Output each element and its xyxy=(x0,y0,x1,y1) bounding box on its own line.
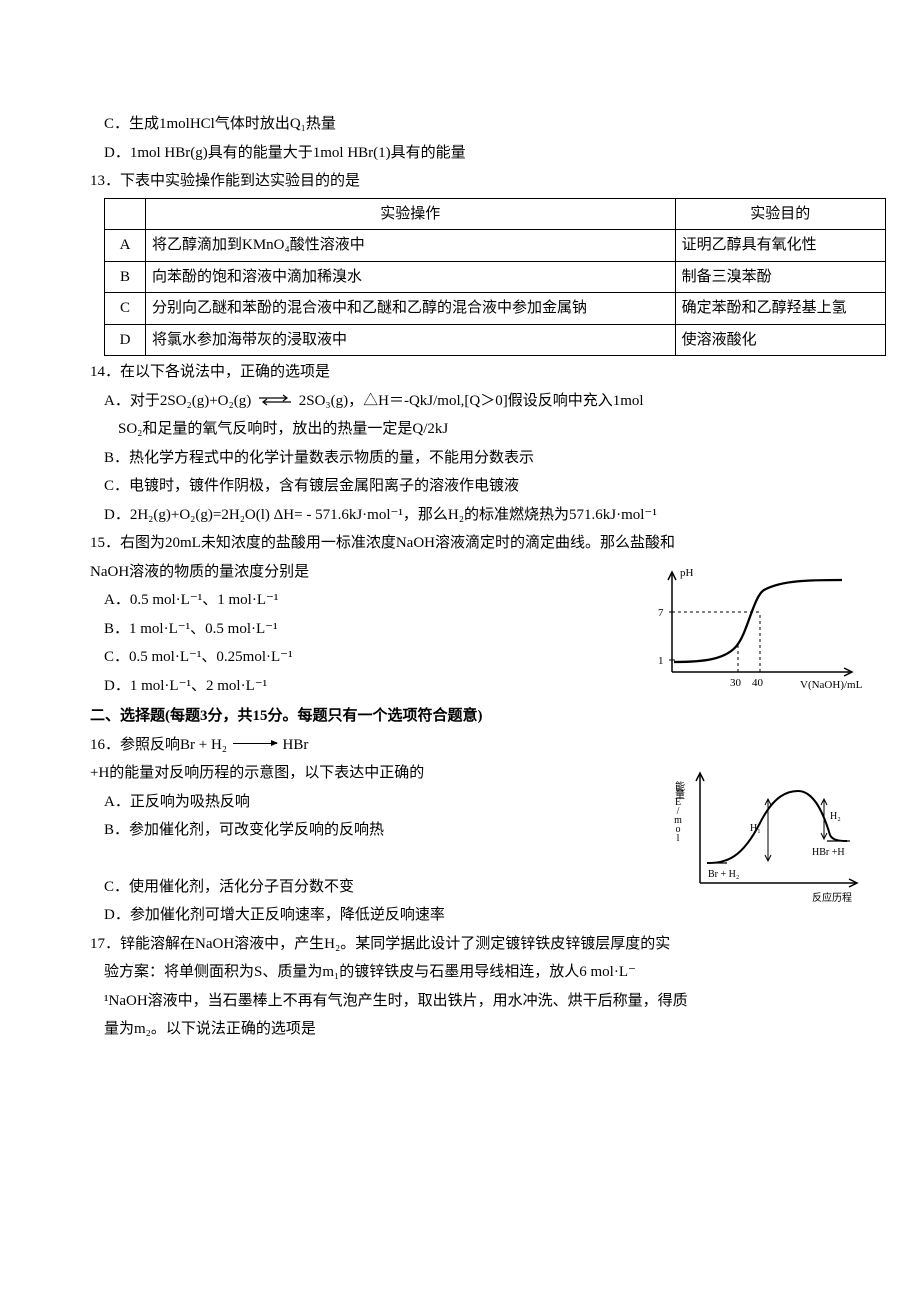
header-goal: 实验目的 xyxy=(675,198,885,230)
row-op: 将乙醇滴加到KMnO₄酸性溶液中 xyxy=(146,230,676,262)
ytick-1: 1 xyxy=(658,655,664,667)
q17-line4: 量为m₂。以下说法正确的选项是 xyxy=(104,1015,872,1044)
q14-opt-b: B．热化学方程式中的化学计量数表示物质的量，不能用分数表示 xyxy=(104,444,872,473)
q13-table: 实验操作 实验目的 A 将乙醇滴加到KMnO₄酸性溶液中 证明乙醇具有氧化性 B… xyxy=(104,198,886,357)
q14-stem: 14．在以下各说法中，正确的选项是 xyxy=(90,358,872,387)
q16-energy-diagram: 能量E/mol 反应历程 H₁ H₂ Br + H₂ HBr +H xyxy=(672,763,872,924)
q17-line2: 验方案：将单侧面积为S、质量为m₁的镀锌铁皮与石墨用导线相连，放人6 mol·L… xyxy=(104,958,872,987)
axis-label-ph: pH xyxy=(680,567,694,579)
row-op: 向苯酚的饱和溶液中滴加稀溴水 xyxy=(146,261,676,293)
label-h1: H₁ xyxy=(750,823,761,834)
q16-stem-line1: 16．参照反响Br + H₂ HBr xyxy=(90,731,872,760)
q14-opt-a-cont: SO₂和足量的氧气反响时，放出的热量一定是Q/2kJ xyxy=(118,415,872,444)
xtick-30: 30 xyxy=(730,677,742,689)
q17-line1: 17．锌能溶解在NaOH溶液中，产生H₂。某同学据此设计了测定镀锌铁皮锌镀层厚度… xyxy=(90,930,872,959)
table-row: C 分别向乙醚和苯酚的混合液中和乙醚和乙醇的混合液中参加金属钠 确定苯酚和乙醇羟… xyxy=(105,293,886,325)
section2-heading: 二、选择题(每题3分，共15分。每题只有一个选项符合题意) xyxy=(90,702,872,731)
q14-opt-a: A．对于2SO₂(g)+O₂(g) 2SO₃(g)，△H＝-QkJ/mol,[Q… xyxy=(104,387,872,416)
row-op: 将氯水参加海带灰的浸取液中 xyxy=(146,324,676,356)
q14-opt-a-part1: A．对于2SO₂(g)+O₂(g) xyxy=(104,393,251,409)
label-product: HBr +H xyxy=(812,847,845,858)
table-row: A 将乙醇滴加到KMnO₄酸性溶液中 证明乙醇具有氧化性 xyxy=(105,230,886,262)
row-goal: 证明乙醇具有氧化性 xyxy=(675,230,885,262)
label-h2: H₂ xyxy=(830,811,841,822)
q16-stem2: HBr xyxy=(283,737,309,753)
row-goal: 制备三溴苯酚 xyxy=(675,261,885,293)
row-label: B xyxy=(105,261,146,293)
q13-stem: 13．下表中实验操作能到达实验目的的是 xyxy=(90,167,872,196)
q12-opt-d: D．1mol HBr(g)具有的能量大于1mol HBr(1)具有的能量 xyxy=(104,139,872,168)
equilibrium-arrow-icon xyxy=(257,388,293,417)
row-goal: 使溶液酸化 xyxy=(675,324,885,356)
table-row: D 将氯水参加海带灰的浸取液中 使溶液酸化 xyxy=(105,324,886,356)
row-label: C xyxy=(105,293,146,325)
q17-line3: ¹NaOH溶液中，当石墨棒上不再有气泡产生时，取出铁片，用水冲洗、烘干后称量，得… xyxy=(104,987,872,1016)
label-reactant: Br + H₂ xyxy=(708,869,739,880)
table-row: B 向苯酚的饱和溶液中滴加稀溴水 制备三溴苯酚 xyxy=(105,261,886,293)
x-axis-label: 反应历程 xyxy=(812,891,852,904)
ytick-7: 7 xyxy=(658,607,664,619)
y-axis-label: 能量E/mol xyxy=(673,780,685,842)
blank-header xyxy=(105,198,146,230)
q15-titration-curve: pH V(NaOH)/mL 7 1 30 40 xyxy=(642,562,872,703)
reaction-arrow-icon xyxy=(233,743,277,744)
row-op: 分别向乙醚和苯酚的混合液中和乙醚和乙醇的混合液中参加金属钠 xyxy=(146,293,676,325)
row-label: A xyxy=(105,230,146,262)
row-label: D xyxy=(105,324,146,356)
q15-stem: 15．右图为20mL未知浓度的盐酸用一标准浓度NaOH溶液滴定时的滴定曲线。那么… xyxy=(90,529,872,558)
xtick-40: 40 xyxy=(752,677,764,689)
q14-opt-a-part2: 2SO₃(g)，△H＝-QkJ/mol,[Q＞0]假设反响中充入1mol xyxy=(299,393,644,409)
axis-label-v: V(NaOH)/mL xyxy=(800,679,863,691)
q16-stem1: 16．参照反响Br + H₂ xyxy=(90,737,227,753)
q14-opt-d: D．2H₂(g)+O₂(g)=2H₂O(l) ΔH= - 571.6kJ·mol… xyxy=(104,501,872,530)
q14-opt-c: C．电镀时，镀件作阴极，含有镀层金属阳离子的溶液作电镀液 xyxy=(104,472,872,501)
q12-opt-c: C．生成1molHCl气体时放出Q₁热量 xyxy=(104,110,872,139)
header-operation: 实验操作 xyxy=(146,198,676,230)
row-goal: 确定苯酚和乙醇羟基上氢 xyxy=(675,293,885,325)
